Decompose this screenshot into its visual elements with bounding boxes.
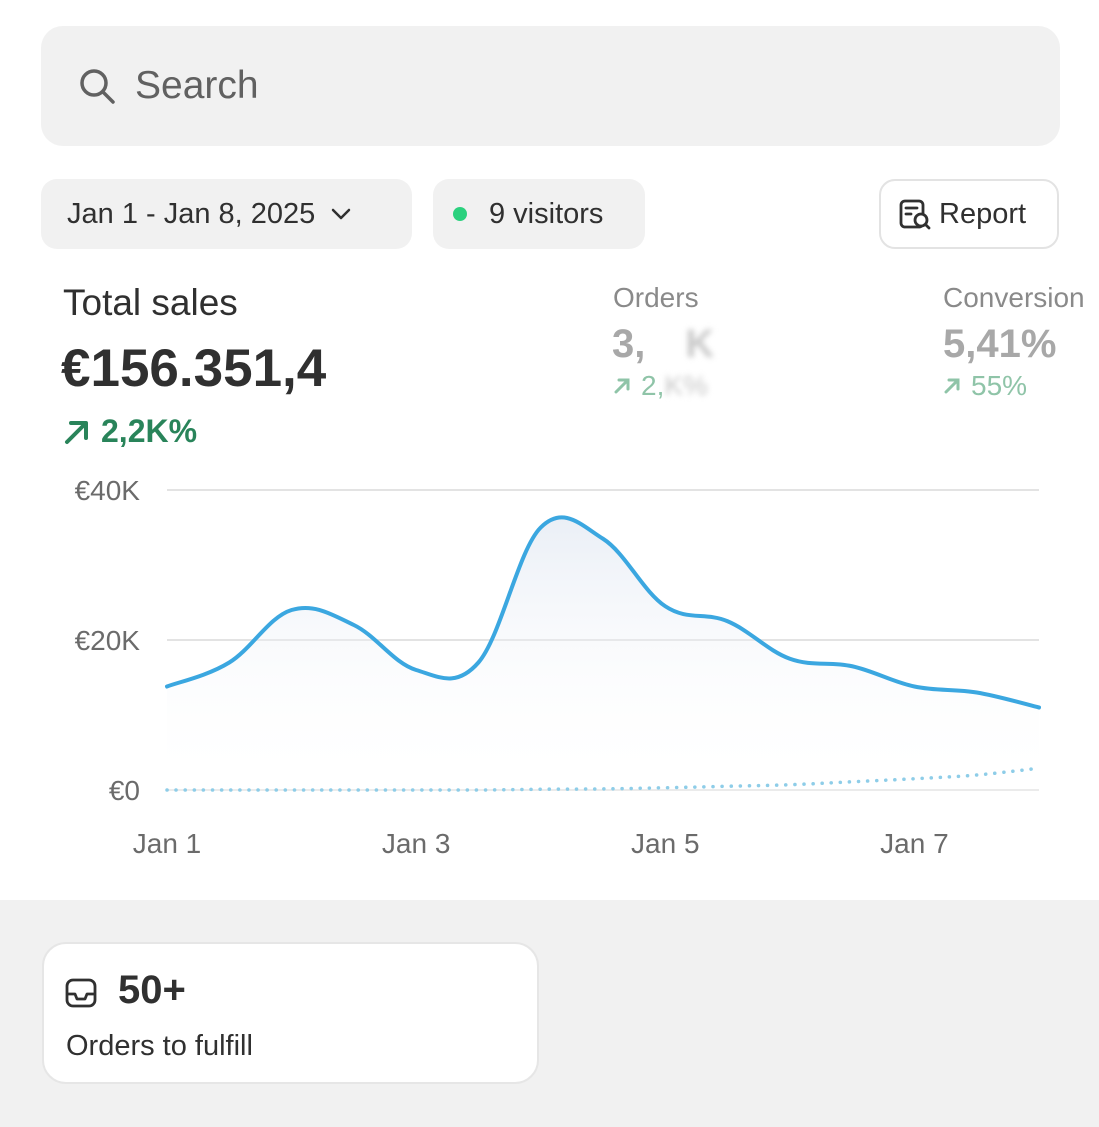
x-tick-label: Jan 5 bbox=[631, 828, 700, 859]
x-tick-label: Jan 7 bbox=[880, 828, 949, 859]
visitors-label: 9 visitors bbox=[489, 197, 604, 230]
conversion-value: 5,41% bbox=[943, 322, 1057, 366]
sales-line-chart: €40K €20K €0 Jan 1 Jan 3 Jan 5 Jan 7 bbox=[75, 475, 1041, 859]
chevron-down-icon bbox=[332, 208, 351, 220]
report-button[interactable]: Report bbox=[879, 179, 1059, 249]
y-tick-label: €20K bbox=[75, 625, 141, 656]
arrow-up-right-icon bbox=[944, 378, 960, 394]
series-area bbox=[167, 517, 1039, 790]
report-icon bbox=[899, 199, 931, 230]
conversion-change: 55% bbox=[943, 370, 1027, 402]
x-tick-label: Jan 1 bbox=[133, 828, 202, 859]
orders-value: 3, K bbox=[612, 322, 714, 367]
date-range-label: Jan 1 - Jan 8, 2025 bbox=[67, 197, 316, 230]
report-label: Report bbox=[939, 197, 1027, 230]
total-sales-change: 2,2K% bbox=[63, 413, 197, 450]
inbox-icon bbox=[65, 978, 97, 1008]
orders-value-visible: 3, bbox=[612, 322, 646, 366]
y-tick-label: €0 bbox=[109, 775, 140, 806]
search-input[interactable] bbox=[135, 64, 935, 108]
orders-change-visible: 2, bbox=[641, 370, 665, 401]
search-bar[interactable] bbox=[41, 26, 1060, 146]
live-visitors-button[interactable]: 9 visitors bbox=[433, 179, 645, 249]
series-line-current bbox=[165, 515, 1041, 710]
live-status-dot bbox=[453, 207, 467, 221]
conversion-change-value: 55% bbox=[971, 370, 1028, 401]
arrow-up-right-icon bbox=[614, 378, 630, 394]
series-line-previous bbox=[165, 766, 1041, 792]
orders-value-blurred: K bbox=[685, 322, 715, 366]
orders-to-fulfill-count: 50+ bbox=[118, 968, 186, 1012]
orders-change-blurred: K% bbox=[664, 370, 708, 401]
orders-to-fulfill-label: Orders to fulfill bbox=[66, 1030, 253, 1062]
date-range-picker[interactable]: Jan 1 - Jan 8, 2025 bbox=[41, 179, 412, 249]
x-tick-label: Jan 3 bbox=[382, 828, 451, 859]
orders-to-fulfill-card[interactable]: 50+ Orders to fulfill bbox=[42, 942, 539, 1084]
arrow-up-right-icon bbox=[65, 420, 88, 444]
conversion-label: Conversion bbox=[943, 282, 1085, 313]
total-sales-value: €156.351,4 bbox=[61, 339, 327, 398]
total-sales-label: Total sales bbox=[63, 282, 238, 323]
total-sales-change-value: 2,2K% bbox=[101, 413, 198, 449]
y-tick-label: €40K bbox=[75, 475, 141, 506]
orders-change: 2, K% bbox=[613, 370, 708, 402]
search-icon bbox=[80, 69, 115, 104]
orders-label: Orders bbox=[613, 282, 699, 313]
